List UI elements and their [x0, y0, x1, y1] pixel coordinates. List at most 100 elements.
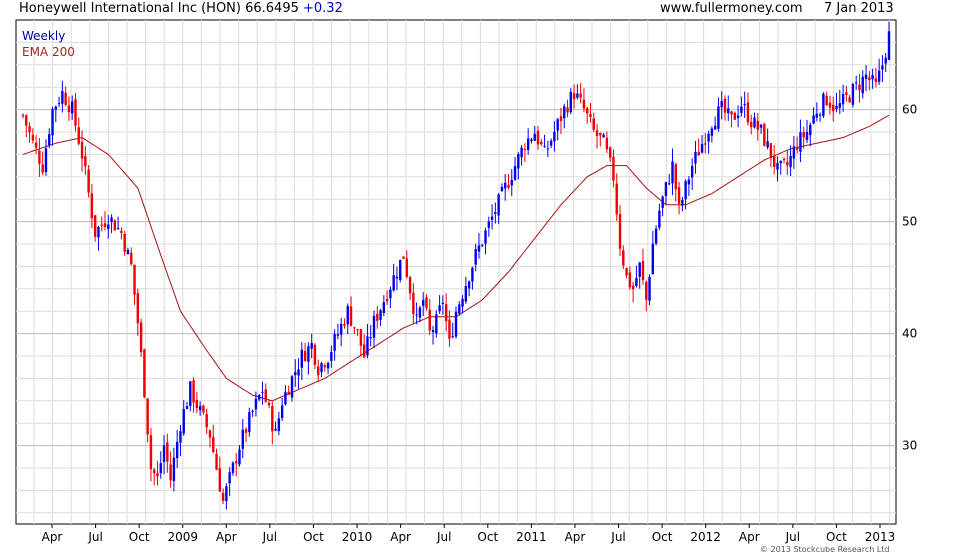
candle-body [677, 187, 681, 204]
candle-body [763, 124, 766, 146]
candle [287, 385, 290, 395]
candle [333, 329, 336, 361]
candle-body [690, 165, 694, 178]
candle-body [592, 118, 595, 130]
candle-body [353, 327, 356, 329]
candle-body [868, 77, 871, 81]
candle-body [100, 224, 103, 226]
candle-body [261, 391, 264, 393]
candle-body [303, 351, 307, 361]
candle [67, 96, 71, 121]
candle-body [848, 97, 851, 103]
candle-body [490, 216, 494, 220]
candle-body [887, 31, 891, 60]
candle [254, 391, 258, 417]
candle-body [458, 304, 461, 314]
candle [385, 290, 389, 305]
x-tick-label: Jul [262, 530, 277, 544]
candle-body [366, 336, 369, 356]
candle [786, 149, 789, 175]
candle-body [31, 135, 35, 141]
candle-body [254, 398, 258, 410]
candle [533, 125, 536, 142]
candle [504, 173, 507, 201]
candle-body [169, 464, 172, 481]
candle [153, 467, 156, 486]
candle-body [795, 147, 799, 150]
x-tick-label: Jul [87, 530, 102, 544]
x-axis: Apr Jul Oct 2009 Apr Jul Oct 2010 Apr Jul Oct 2011 A… [42, 524, 895, 544]
candle [93, 215, 97, 242]
candle-body [418, 307, 422, 318]
candle [887, 21, 891, 61]
x-tick-label: Jul [785, 530, 800, 544]
candle [750, 114, 753, 135]
candle [707, 130, 710, 154]
candle [438, 295, 441, 314]
candle-body [113, 220, 117, 231]
candle-body [776, 162, 779, 170]
candle-body [576, 93, 579, 98]
candle-body [809, 124, 812, 136]
candle [235, 453, 238, 477]
candle-body [464, 286, 468, 302]
candle-body [595, 130, 599, 136]
candle [159, 451, 162, 479]
candle-body [559, 116, 563, 122]
candle-body [34, 142, 38, 148]
candle-body [845, 92, 848, 95]
candle [156, 460, 159, 486]
candle-body [51, 108, 54, 136]
candle-body [510, 179, 513, 186]
candle [425, 294, 428, 311]
candle [77, 117, 80, 146]
candle [500, 183, 504, 192]
candle [100, 216, 103, 232]
candle [421, 292, 425, 317]
candle [526, 128, 530, 155]
candle [238, 445, 241, 467]
candle [608, 146, 612, 162]
candle-body [244, 429, 248, 433]
candle [727, 95, 730, 121]
candle [179, 424, 182, 457]
candle [648, 274, 651, 306]
candle [789, 145, 792, 177]
candle-body [500, 186, 504, 192]
candle [90, 184, 94, 229]
candle [189, 380, 192, 412]
x-tick-label: 2011 [516, 530, 547, 544]
source-url: www.fullermoney.com [660, 1, 803, 16]
candle-body [789, 155, 792, 168]
candle-body [202, 405, 205, 413]
candle-body [858, 84, 861, 91]
candle-body [313, 344, 317, 365]
candle-body [697, 151, 700, 156]
candle-body [792, 146, 796, 159]
candle [694, 141, 697, 174]
candle [103, 211, 107, 231]
candle-body [605, 137, 609, 150]
candle [74, 93, 77, 132]
x-tick-label: Jul [436, 530, 451, 544]
candle [34, 135, 38, 155]
candle-body [710, 128, 714, 136]
candle-body [297, 369, 300, 376]
candle [546, 140, 550, 158]
candle [372, 310, 376, 349]
candle [507, 174, 510, 190]
candle-body [307, 346, 310, 362]
y-tick-label: 40 [902, 327, 917, 341]
candle [497, 193, 500, 225]
candle-body [530, 139, 533, 142]
candle-body [431, 330, 435, 333]
candle [513, 157, 517, 181]
candle-body [172, 457, 176, 482]
candle-body [681, 199, 684, 206]
candle [832, 96, 835, 122]
candle [615, 173, 618, 221]
candle-body [162, 445, 166, 462]
candle [267, 399, 271, 409]
candle [569, 87, 573, 115]
candle-body [602, 134, 605, 138]
